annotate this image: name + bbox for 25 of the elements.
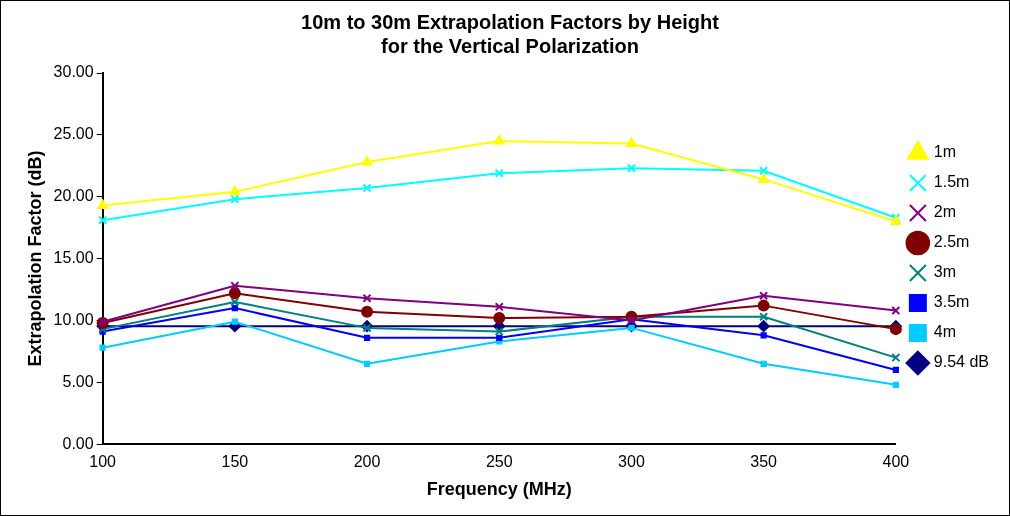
x-tick-label: 250: [485, 453, 513, 471]
legend-label: 1m: [933, 143, 957, 161]
legend-label: 3.5m: [933, 293, 970, 311]
y-tick-label: 30.00: [53, 63, 94, 81]
legend-label: 2.5m: [933, 233, 970, 251]
y-tick-label: 0.00: [62, 434, 94, 452]
legend-label: 2m: [933, 203, 957, 221]
y-tick-label: 25.00: [53, 125, 94, 143]
x-tick-label: 100: [89, 453, 117, 471]
x-tick-label: 150: [221, 453, 249, 471]
y-tick-label: 20.00: [53, 187, 94, 205]
legend-label: 1.5m: [933, 173, 970, 191]
legend-label: 3m: [933, 263, 957, 281]
x-tick-label: 350: [750, 453, 778, 471]
y-tick-label: 15.00: [53, 249, 94, 267]
x-axis-title: Frequency (MHz): [426, 479, 572, 500]
x-tick-label: 400: [882, 453, 910, 471]
chart-title: 10m to 30m Extrapolation Factors by Height for the Vertical Polarization: [301, 10, 720, 57]
legend-label: 9.54 dB: [933, 353, 989, 371]
x-tick-label: 200: [353, 453, 381, 471]
y-tick-label: 5.00: [62, 372, 94, 390]
x-tick-label: 300: [618, 453, 645, 471]
y-axis-title: Extrapolation Factor (dB): [24, 150, 45, 367]
y-tick-label: 10.00: [53, 310, 94, 328]
legend-label: 4m: [933, 323, 957, 341]
